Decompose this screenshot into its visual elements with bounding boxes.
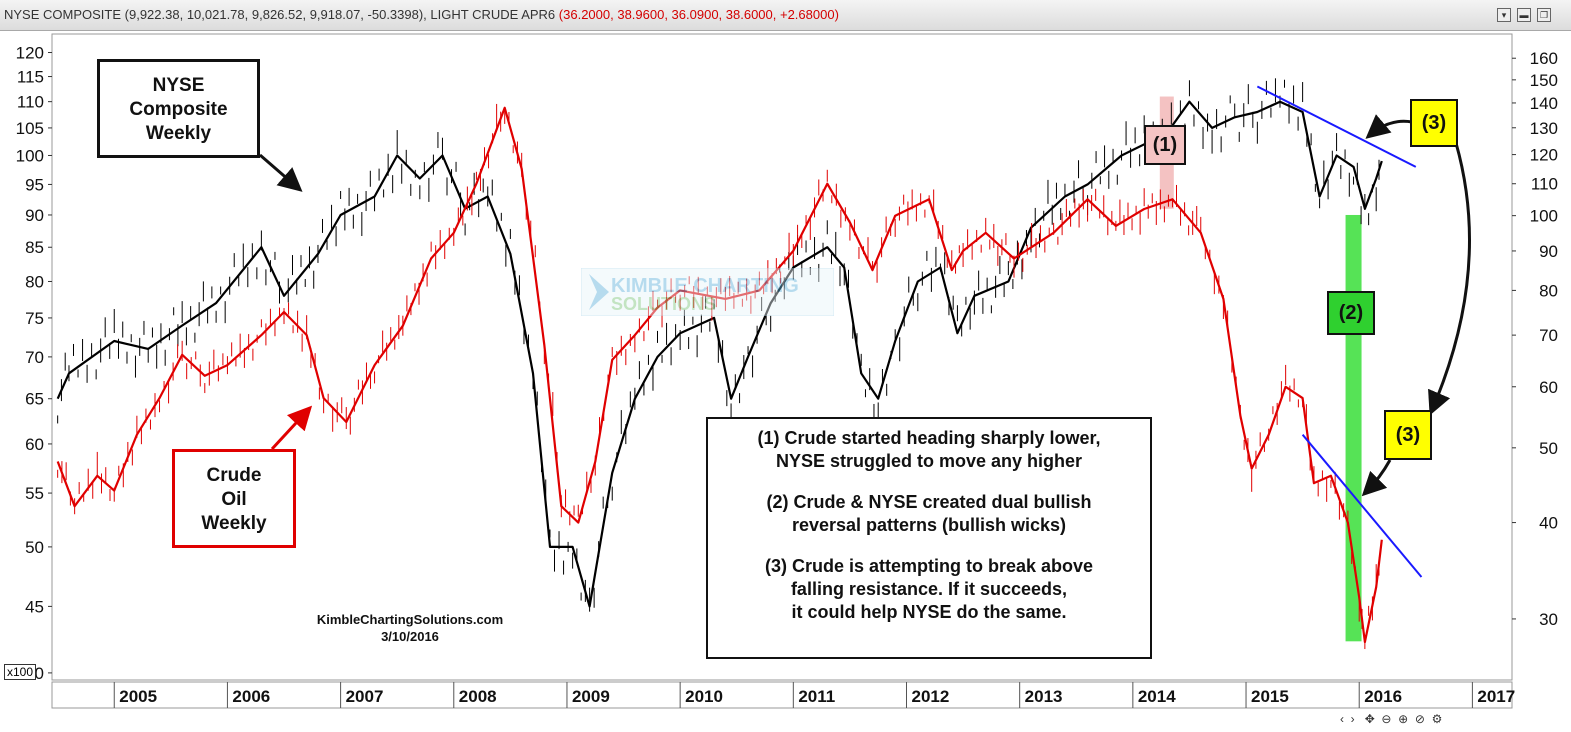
left-axis-label: 90 xyxy=(25,206,44,225)
crude-series-line xyxy=(56,106,1383,644)
x-axis-label: 2007 xyxy=(346,687,384,706)
right-axis-label: 110 xyxy=(1531,175,1558,194)
right-axis-label: 50 xyxy=(1539,439,1558,458)
credit-site: KimbleChartingSolutions.com xyxy=(316,612,504,627)
zoom-out-icon[interactable]: ⊖ xyxy=(1381,712,1392,726)
nyse-box-line1: NYSE xyxy=(152,75,205,96)
x-axis-label: 2011 xyxy=(798,687,835,706)
x-axis-label: 2008 xyxy=(459,687,497,706)
tag3-bottom-arrow xyxy=(1361,459,1392,497)
left-axis-label: 105 xyxy=(16,119,44,138)
right-axis-label: 70 xyxy=(1539,326,1558,345)
highlight-band-2 xyxy=(1345,214,1362,642)
right-axis-label: 120 xyxy=(1530,146,1558,165)
left-axis-label: 50 xyxy=(25,538,44,557)
crude-box-line3: Weekly xyxy=(201,513,267,534)
left-axis-label: 120 xyxy=(16,44,44,63)
dropdown-icon[interactable]: ▾ xyxy=(1497,8,1511,22)
x-axis-label: 2010 xyxy=(685,687,723,706)
right-axis-label: 90 xyxy=(1539,242,1558,261)
x-axis-label: 2015 xyxy=(1251,687,1289,706)
crude-box-line2: Oil xyxy=(221,489,247,510)
left-axis-label: 60 xyxy=(25,435,44,454)
title-text: NYSE COMPOSITE (9,922.38, 10,021.78, 9,8… xyxy=(4,0,839,30)
x-axis-label: 2006 xyxy=(232,687,270,706)
crude-trendline xyxy=(1301,434,1423,578)
credit-date: 3/10/2016 xyxy=(381,629,439,644)
right-axis-label: 130 xyxy=(1530,119,1558,138)
left-axis-label: 75 xyxy=(25,309,44,328)
left-axis-label: 95 xyxy=(25,175,44,194)
watermark-top-text: KIMBLE CHARTING xyxy=(611,275,799,297)
nyse-series-line xyxy=(56,100,1383,608)
nyse-label-box: NYSE Composite Weekly xyxy=(97,59,260,158)
tag-3-top: (3) xyxy=(1410,99,1458,147)
zoom-in-icon[interactable]: ⊕ xyxy=(1398,712,1409,726)
nyse-title: NYSE COMPOSITE xyxy=(4,7,122,22)
left-axis-label: 45 xyxy=(25,597,44,616)
x-axis-band xyxy=(51,681,1513,709)
left-axis-label: 55 xyxy=(25,484,44,503)
scale-multiplier: x100 xyxy=(4,664,37,680)
commentary-box: (1) Crude started heading sharply lower,… xyxy=(706,417,1152,659)
x-axis-label: 2017 xyxy=(1477,687,1515,706)
left-axis-label: 100 xyxy=(16,146,44,165)
right-axis-label: 40 xyxy=(1539,514,1558,533)
crude-ohlc: (36.2000, 38.9600, 36.0900, 38.6000, +2.… xyxy=(558,7,839,22)
left-axis-label: 65 xyxy=(25,390,44,409)
nyse-box-line3: Weekly xyxy=(145,123,212,144)
tag-2: (2) xyxy=(1327,291,1375,335)
nyse-ohlc: (9,922.38, 10,021.78, 9,826.52, 9,918.07… xyxy=(124,7,427,22)
crude-title: LIGHT CRUDE APR6 xyxy=(430,7,556,22)
x-axis-label: 2005 xyxy=(119,687,157,706)
note-3-line3: it could help NYSE do the same. xyxy=(791,602,1067,622)
crude-box-line1: Crude xyxy=(206,465,262,486)
settings-icon[interactable]: ⚙ xyxy=(1431,712,1443,726)
tag3-connector-arrow xyxy=(1428,142,1471,416)
tag-1: (1) xyxy=(1144,125,1186,165)
right-axis-label: 80 xyxy=(1539,281,1558,300)
right-axis-label: 60 xyxy=(1539,378,1558,397)
note-3-line2: falling resistance. If it succeeds, xyxy=(790,579,1068,599)
left-axis-label: 85 xyxy=(25,238,44,257)
crude-label-box: Crude Oil Weekly xyxy=(172,449,296,548)
nyse-box-arrow xyxy=(259,153,303,192)
tag-3-bottom: (3) xyxy=(1384,410,1432,460)
x-axis-label: 2016 xyxy=(1364,687,1402,706)
right-axis-label: 140 xyxy=(1530,94,1558,113)
note-2-line1: (2) Crude & NYSE created dual bullish xyxy=(766,492,1092,512)
left-axis-label: 80 xyxy=(25,272,44,291)
note-3-line1: (3) Crude is attempting to break above xyxy=(764,556,1094,576)
x-axis-label: 2013 xyxy=(1025,687,1063,706)
tag3-top-arrow xyxy=(1365,114,1413,139)
scroll-left-icon[interactable]: ‹ xyxy=(1340,712,1344,726)
watermark-bottom-text: SOLUTIONS xyxy=(611,294,716,314)
zoom-reset-icon[interactable]: ⊘ xyxy=(1414,712,1425,726)
chart-controls: ‹ › ✥ ⊖ ⊕ ⊘ ⚙ xyxy=(1340,712,1442,726)
note-1-line2: NYSE struggled to move any higher xyxy=(775,451,1083,471)
left-axis-label: 115 xyxy=(17,68,44,87)
x-axis-label: 2014 xyxy=(1138,687,1176,706)
right-axis-label: 100 xyxy=(1530,207,1558,226)
scroll-right-icon[interactable]: › xyxy=(1350,712,1355,726)
right-axis-label: 150 xyxy=(1530,71,1558,90)
crude-box-arrow xyxy=(270,405,313,451)
right-axis-label: 30 xyxy=(1539,610,1558,629)
right-axis-label: 160 xyxy=(1530,49,1558,68)
left-axis-label: 110 xyxy=(17,93,44,112)
restore-icon[interactable]: ❐ xyxy=(1537,8,1551,22)
note-2-line2: reversal patterns (bullish wicks) xyxy=(791,515,1067,535)
left-axis-label: 70 xyxy=(25,348,44,367)
minimize-icon[interactable]: ▬ xyxy=(1517,8,1531,22)
nyse-box-line2: Composite xyxy=(129,99,228,120)
x-axis-label: 2009 xyxy=(572,687,610,706)
pan-icon[interactable]: ✥ xyxy=(1364,712,1375,726)
nyse-trendline xyxy=(1256,85,1417,168)
chart-titlebar: NYSE COMPOSITE (9,922.38, 10,021.78, 9,8… xyxy=(0,0,1571,31)
watermark-logo: KIMBLE CHARTING SOLUTIONS xyxy=(580,267,835,317)
note-1-line1: (1) Crude started heading sharply lower, xyxy=(757,428,1101,448)
x-axis-label: 2012 xyxy=(911,687,949,706)
